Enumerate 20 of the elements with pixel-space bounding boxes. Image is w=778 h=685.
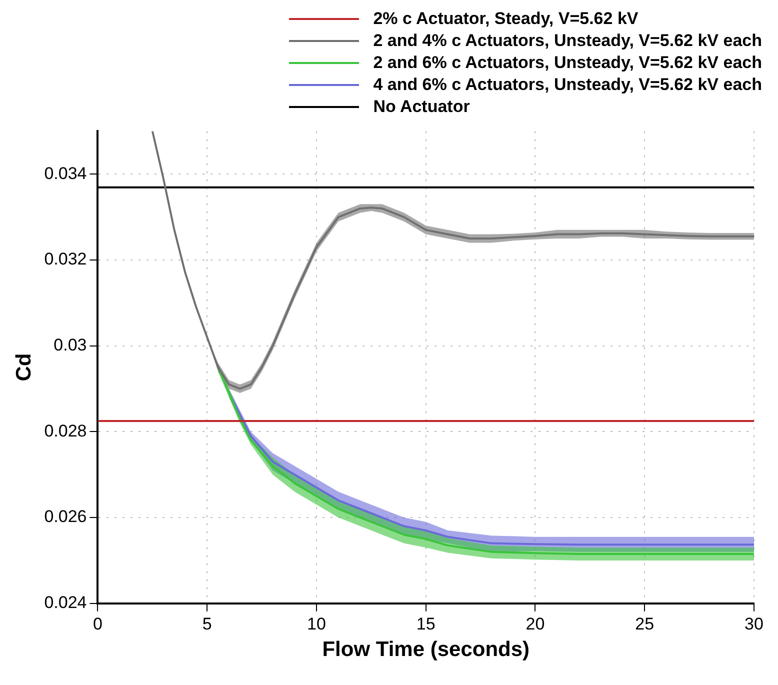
x-tick-label: 25	[635, 614, 654, 634]
x-axis-title: Flow Time (seconds)	[322, 638, 530, 662]
x-tick-label: 10	[307, 614, 326, 634]
legend-label: No Actuator	[373, 97, 470, 117]
y-tick-label: 0.028	[44, 421, 87, 440]
x-tick-label: 5	[202, 614, 212, 634]
x-tick-label: 30	[744, 614, 764, 634]
legend-label: 2 and 6% c Actuators, Unsteady, V=5.62 kV each	[373, 53, 762, 73]
y-tick-label: 0.03	[54, 336, 87, 355]
y-tick-label: 0.032	[44, 250, 87, 269]
x-tick-label: 20	[526, 614, 545, 634]
x-tick-label: 15	[416, 614, 436, 634]
legend-label: 2 and 4% c Actuators, Unsteady, V=5.62 kV each	[373, 31, 762, 51]
y-tick-label: 0.024	[44, 593, 87, 612]
legend-label: 2% c Actuator, Steady, V=5.62 kV	[373, 9, 638, 29]
y-tick-label: 0.034	[44, 164, 87, 183]
y-tick-label: 0.026	[44, 507, 87, 526]
legend-label: 4 and 6% c Actuators, Unsteady, V=5.62 kV each	[373, 75, 762, 95]
x-tick-label: 0	[93, 614, 102, 634]
y-axis-title: Cd	[12, 353, 36, 382]
